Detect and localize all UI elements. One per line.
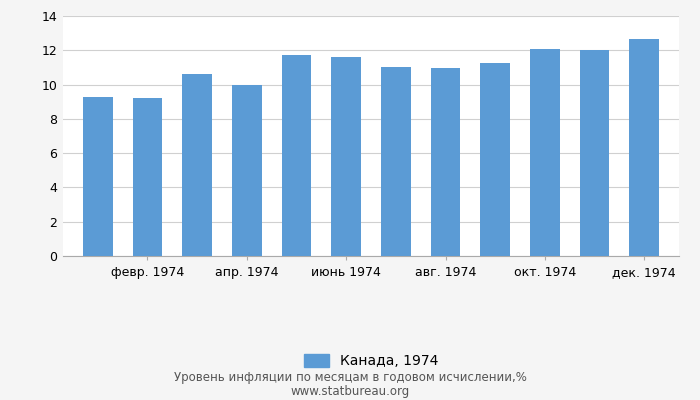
Bar [232, 84, 262, 256]
Bar [480, 63, 510, 256]
Bar [281, 54, 312, 256]
Bar [182, 74, 212, 256]
Text: Уровень инфляции по месяцам в годовом исчислении,%: Уровень инфляции по месяцам в годовом ис… [174, 372, 526, 384]
Bar [580, 50, 610, 256]
Bar [132, 98, 162, 256]
Bar [430, 68, 461, 256]
Bar [530, 50, 560, 256]
Bar [331, 57, 361, 256]
Bar [83, 96, 113, 256]
Bar [381, 68, 411, 256]
Bar [629, 39, 659, 256]
Legend: Канада, 1974: Канада, 1974 [298, 349, 444, 374]
Text: www.statbureau.org: www.statbureau.org [290, 386, 410, 398]
